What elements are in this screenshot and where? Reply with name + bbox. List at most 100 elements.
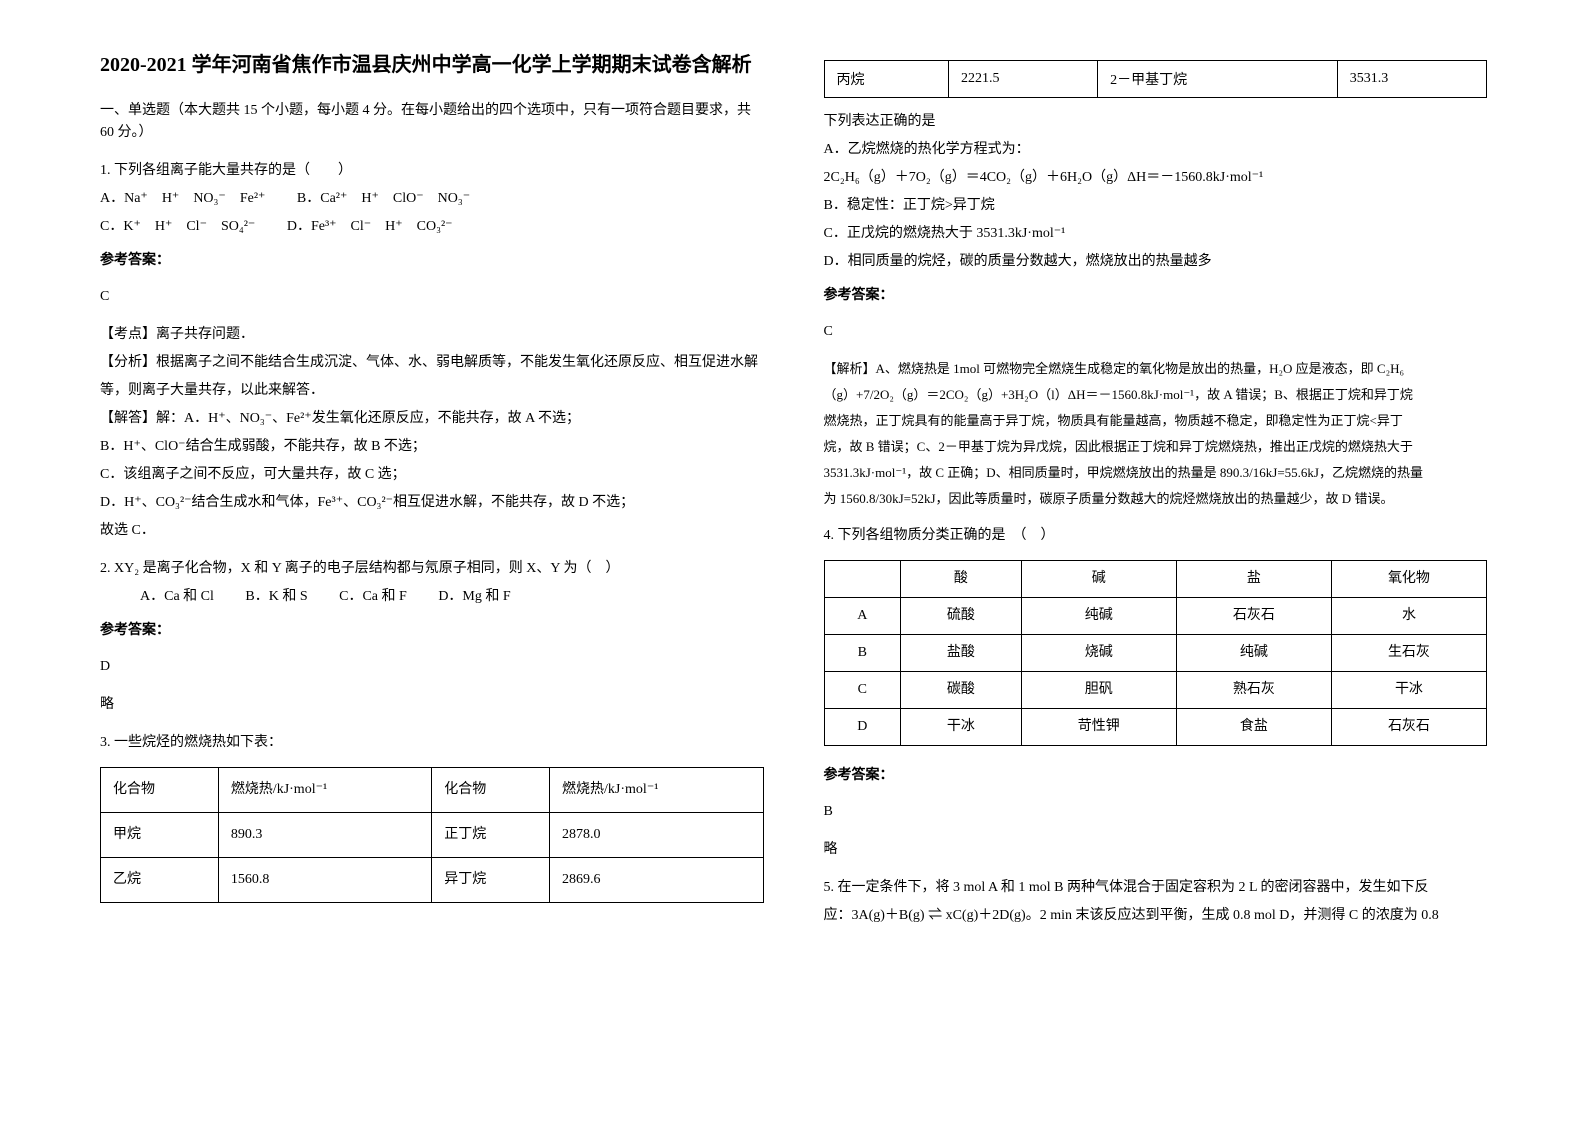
- section-heading: 一、单选题（本大题共 15 个小题，每小题 4 分。在每小题给出的四个选项中，只…: [100, 100, 764, 145]
- cell: 3531.3: [1337, 61, 1486, 98]
- q3-exp3: 燃烧热，正丁烷具有的能量高于异丁烷，物质具有能量越高，物质越不稳定，即稳定性为正…: [824, 408, 1488, 434]
- q3-optD: D．相同质量的烷烃，碳的质量分数越大，燃烧放出的热量越多: [824, 248, 1488, 276]
- q1-exp3: 【解答】解：A．H⁺、NO₃⁻、Fe²⁺发生氧化还原反应，不能共存，故 A 不选…: [100, 405, 764, 433]
- cell: 碳酸: [901, 672, 1022, 709]
- q1-answer: C: [100, 283, 764, 311]
- table-row: D 干冰 苛性钾 食盐 石灰石: [824, 709, 1487, 746]
- cell: 石灰石: [1331, 709, 1486, 746]
- cell: 烧碱: [1021, 635, 1176, 672]
- q3-lead: 下列表达正确的是: [824, 108, 1488, 136]
- cell: 食盐: [1176, 709, 1331, 746]
- cell: 碱: [1021, 561, 1176, 598]
- cell: 甲烷: [101, 812, 219, 857]
- question-4: 4. 下列各组物质分类正确的是 （ ） 酸 碱 盐 氧化物 A 硫酸 纯碱 石灰…: [824, 522, 1488, 864]
- cell: 硫酸: [901, 598, 1022, 635]
- q3-optC: C．正戊烷的燃烧热大于 3531.3kJ·mol⁻¹: [824, 220, 1488, 248]
- q3-exp4: 烷，故 B 错误；C、2－甲基丁烷为异戊烷，因此根据正丁烷和异丁烷燃烧热，推出正…: [824, 434, 1488, 460]
- q3-stem: 3. 一些烷烃的燃烧热如下表：: [100, 729, 764, 757]
- q1-options-row2: C．K⁺ H⁺ Cl⁻ SO₄²⁻ D．Fe³⁺ Cl⁻ H⁺ CO₃²⁻: [100, 213, 764, 241]
- q5-line1: 5. 在一定条件下，将 3 mol A 和 1 mol B 两种气体混合于固定容…: [824, 874, 1488, 902]
- q4-answer-label: 参考答案：: [824, 762, 1488, 790]
- q1-exp6: D．H⁺、CO₃²⁻结合生成水和气体，Fe³⁺、CO₃²⁻相互促进水解，不能共存…: [100, 489, 764, 517]
- th-compound2: 化合物: [432, 767, 550, 812]
- q1-answer-label: 参考答案：: [100, 247, 764, 275]
- q3-exp5: 3531.3kJ·mol⁻¹，故 C 正确；D、相同质量时，甲烷燃烧放出的热量是…: [824, 460, 1488, 486]
- q2-answer: D: [100, 653, 764, 681]
- q1-exp1: 【考点】离子共存问题．: [100, 321, 764, 349]
- q3-table: 化合物 燃烧热/kJ·mol⁻¹ 化合物 燃烧热/kJ·mol⁻¹ 甲烷 890…: [100, 767, 764, 903]
- th-compound1: 化合物: [101, 767, 219, 812]
- q1-optC: C．K⁺ H⁺ Cl⁻ SO₄²⁻: [100, 219, 255, 234]
- cell: 苛性钾: [1021, 709, 1176, 746]
- cell: [824, 561, 901, 598]
- q5-line2: 应：3A(g)＋B(g) ⇌ xC(g)＋2D(g)。2 min 末该反应达到平…: [824, 902, 1488, 930]
- q1-optA: A．Na⁺ H⁺ NO₃⁻ Fe²⁺: [100, 191, 265, 206]
- q3-exp2: （g）+7/2O₂（g）＝2CO₂（g）+3H₂O（l）ΔH＝－1560.8kJ…: [824, 382, 1488, 408]
- q3-answer: C: [824, 318, 1488, 346]
- cell: 2869.6: [550, 857, 763, 902]
- cell: 盐: [1176, 561, 1331, 598]
- question-2: 2. XY₂ 是离子化合物，X 和 Y 离子的电子层结构都与氖原子相同，则 X、…: [100, 555, 764, 719]
- q3-optA2: 2C₂H₆（g）＋7O₂（g）＝4CO₂（g）＋6H₂O（g）ΔH＝－1560.…: [824, 164, 1488, 192]
- cell: A: [824, 598, 901, 635]
- exam-title: 2020-2021 学年河南省焦作市温县庆州中学高一化学上学期期末试卷含解析: [100, 50, 764, 80]
- cell: 胆矾: [1021, 672, 1176, 709]
- cell: 水: [1331, 598, 1486, 635]
- cell: 异丁烷: [432, 857, 550, 902]
- q3-optA1: A．乙烷燃烧的热化学方程式为：: [824, 136, 1488, 164]
- cell: B: [824, 635, 901, 672]
- q1-exp5: C．该组离子之间不反应，可大量共存，故 C 选；: [100, 461, 764, 489]
- cell: 2878.0: [550, 812, 763, 857]
- cell: 1560.8: [218, 857, 431, 902]
- q4-stem: 4. 下列各组物质分类正确的是 （ ）: [824, 522, 1488, 550]
- q2-options: A．Ca 和 Cl B．K 和 S C．Ca 和 F D．Mg 和 F: [100, 583, 764, 611]
- q4-answer: B: [824, 798, 1488, 826]
- cell: 纯碱: [1176, 635, 1331, 672]
- q1-exp7: 故选 C．: [100, 517, 764, 545]
- q1-exp4: B．H⁺、ClO⁻结合生成弱酸，不能共存，故 B 不选；: [100, 433, 764, 461]
- cell: 2221.5: [949, 61, 1098, 98]
- cell: 熟石灰: [1176, 672, 1331, 709]
- q2-optA: A．Ca 和 Cl: [140, 589, 214, 604]
- right-column: 丙烷 2221.5 2－甲基丁烷 3531.3 下列表达正确的是 A．乙烷燃烧的…: [824, 50, 1488, 1072]
- cell: C: [824, 672, 901, 709]
- q1-options-row1: A．Na⁺ H⁺ NO₃⁻ Fe²⁺ B．Ca²⁺ H⁺ ClO⁻ NO₃⁻: [100, 185, 764, 213]
- q3-answer-label: 参考答案：: [824, 282, 1488, 310]
- question-1: 1. 下列各组离子能大量共存的是（ ） A．Na⁺ H⁺ NO₃⁻ Fe²⁺ B…: [100, 157, 764, 545]
- left-column: 2020-2021 学年河南省焦作市温县庆州中学高一化学上学期期末试卷含解析 一…: [100, 50, 764, 1072]
- cell: D: [824, 709, 901, 746]
- q1-stem: 1. 下列各组离子能大量共存的是（ ）: [100, 157, 764, 185]
- q1-exp2: 【分析】根据离子之间不能结合生成沉淀、气体、水、弱电解质等，不能发生氧化还原反应…: [100, 349, 764, 405]
- q3-exp1: 【解析】A、燃烧热是 1mol 可燃物完全燃烧生成稳定的氧化物是放出的热量，H₂…: [824, 356, 1488, 382]
- cell: 氧化物: [1331, 561, 1486, 598]
- th-heat1: 燃烧热/kJ·mol⁻¹: [218, 767, 431, 812]
- q4-exp: 略: [824, 836, 1488, 864]
- question-5: 5. 在一定条件下，将 3 mol A 和 1 mol B 两种气体混合于固定容…: [824, 874, 1488, 930]
- cell: 酸: [901, 561, 1022, 598]
- q1-optD: D．Fe³⁺ Cl⁻ H⁺ CO₃²⁻: [287, 219, 453, 234]
- table-row: 甲烷 890.3 正丁烷 2878.0: [101, 812, 764, 857]
- question-3: 3. 一些烷烃的燃烧热如下表： 化合物 燃烧热/kJ·mol⁻¹ 化合物 燃烧热…: [100, 729, 764, 913]
- q2-optB: B．K 和 S: [245, 589, 307, 604]
- table-row: 丙烷 2221.5 2－甲基丁烷 3531.3: [824, 61, 1487, 98]
- q1-optB: B．Ca²⁺ H⁺ ClO⁻ NO₃⁻: [297, 191, 470, 206]
- cell: 石灰石: [1176, 598, 1331, 635]
- q3-optB: B．稳定性：正丁烷>异丁烷: [824, 192, 1488, 220]
- cell: 干冰: [1331, 672, 1486, 709]
- cell: 890.3: [218, 812, 431, 857]
- cell: 正丁烷: [432, 812, 550, 857]
- table-row: B 盐酸 烧碱 纯碱 生石灰: [824, 635, 1487, 672]
- cell: 纯碱: [1021, 598, 1176, 635]
- question-3-cont: 下列表达正确的是 A．乙烷燃烧的热化学方程式为： 2C₂H₆（g）＋7O₂（g）…: [824, 108, 1488, 512]
- q2-optD: D．Mg 和 F: [438, 589, 510, 604]
- q2-answer-label: 参考答案：: [100, 617, 764, 645]
- q4-table: 酸 碱 盐 氧化物 A 硫酸 纯碱 石灰石 水 B 盐酸 烧碱 纯碱 生石灰 C: [824, 560, 1488, 746]
- cell: 盐酸: [901, 635, 1022, 672]
- table-row: 化合物 燃烧热/kJ·mol⁻¹ 化合物 燃烧热/kJ·mol⁻¹: [101, 767, 764, 812]
- q3-exp6: 为 1560.8/30kJ=52kJ，因此等质量时，碳原子质量分数越大的烷烃燃烧…: [824, 486, 1488, 512]
- cell: 丙烷: [824, 61, 949, 98]
- cell: 生石灰: [1331, 635, 1486, 672]
- cell: 干冰: [901, 709, 1022, 746]
- q2-optC: C．Ca 和 F: [339, 589, 407, 604]
- table-row: 乙烷 1560.8 异丁烷 2869.6: [101, 857, 764, 902]
